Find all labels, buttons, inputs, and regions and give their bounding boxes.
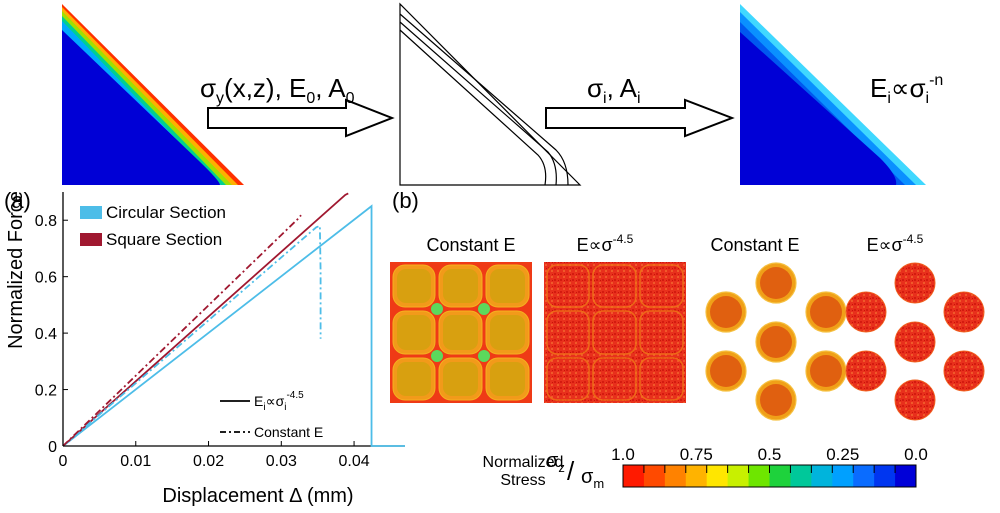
line-style-legend: Ei∝σi-4.5 Constant E [220, 390, 323, 440]
colorbar-cell [727, 465, 750, 487]
x-axis-label: Displacement Δ (mm) [162, 485, 353, 507]
y-tick-label: 0.2 [35, 383, 57, 400]
series-line-dashdot-2 [62, 224, 322, 447]
initial-stress-triangle [62, 4, 244, 185]
colorbar-cell [832, 465, 854, 487]
panel-b-label: (b) [392, 188, 419, 213]
svg-text:/: / [567, 456, 575, 486]
series-line-dashdot-3 [62, 214, 302, 447]
colorbar-tick-label: 0.0 [904, 445, 928, 464]
colorbar-tick-label: 0.25 [826, 445, 859, 464]
y-tick-label: 0 [48, 439, 57, 456]
colorbar: Normalized Stress σz / σm 1.0 0.75 0.5 0.25… [483, 445, 928, 491]
circular-section-power-law [845, 262, 985, 421]
square-section-constant-e [390, 262, 532, 403]
colorbar-cell [706, 465, 729, 487]
colorbar-cell [664, 465, 687, 487]
colorbar-ratio-label: σz / σm [546, 450, 604, 491]
colorbar-cell [643, 465, 666, 487]
title-circular-constant: Constant E [710, 235, 799, 255]
colorbar-cell [685, 465, 708, 487]
colorbar-label-line2: Stress [500, 472, 545, 489]
y-tick-label: 0.6 [35, 270, 57, 287]
colorbar-cell [895, 465, 917, 487]
chart-legend: Circular Section Square Section [80, 203, 226, 249]
colorbar-tick-label: 0.75 [680, 445, 713, 464]
svg-text:σm: σm [581, 466, 604, 491]
final-stress-triangle [740, 4, 926, 185]
legend-line-dashdot: Constant E [254, 424, 323, 440]
workflow-row: σy(x,z), E0, A0 σi, Ai Ei∝σi-n [62, 2, 943, 186]
title-square-constant: Constant E [426, 235, 515, 255]
panel-a-label: (a) [4, 188, 31, 213]
colorbar-label-line1: Normalized [483, 454, 564, 471]
outline-triangle [399, 2, 582, 186]
colorbar-cell [790, 465, 812, 487]
arrow-1-label: σy(x,z), E0, A0 [200, 73, 355, 107]
arrow-2-label: σi, Ai [587, 73, 641, 107]
colorbar-tick-label: 0.5 [758, 445, 782, 464]
legend-swatch-circular [80, 206, 102, 219]
y-tick-label: 0.8 [35, 213, 57, 230]
force-displacement-chart: 0 0.01 0.02 0.03 0.04 0 0.2 0.4 0.6 0.8 Displacem… [5, 191, 405, 507]
title-square-power: E∝σ-4.5 [577, 232, 634, 255]
legend-label-circular: Circular Section [106, 203, 226, 222]
x-tick-label: 0 [59, 453, 68, 470]
y-tick-label: 0.4 [35, 326, 57, 343]
legend-swatch-square [80, 233, 102, 246]
colorbar-cell [748, 465, 770, 487]
colorbar-cell [623, 465, 645, 487]
colorbar-cell [811, 465, 833, 487]
colorbar-cell [853, 465, 875, 487]
x-tick-label: 0.03 [266, 453, 297, 470]
cross-sections: Constant E E∝σ-4.5 Constant E E∝σ-4.5 [390, 232, 985, 491]
arrow-2 [545, 98, 735, 138]
y-axis-label: Normalized Force [5, 191, 27, 349]
title-circular-power: E∝σ-4.5 [867, 232, 924, 255]
legend-label-square: Square Section [106, 230, 222, 249]
x-tick-label: 0.04 [338, 453, 369, 470]
x-tick-label: 0.02 [193, 453, 224, 470]
series-line-solid-0 [62, 204, 405, 447]
arrow-1 [207, 98, 395, 138]
x-tick-label: 0.01 [120, 453, 151, 470]
result-label: Ei∝σi-n [870, 72, 943, 107]
square-section-power-law [544, 262, 686, 403]
colorbar-cell [769, 465, 791, 487]
legend-line-solid: Ei∝σi-4.5 [254, 390, 304, 413]
series-line-solid-1 [62, 192, 349, 447]
colorbar-cell [874, 465, 896, 487]
colorbar-tick-label: 1.0 [611, 445, 635, 464]
